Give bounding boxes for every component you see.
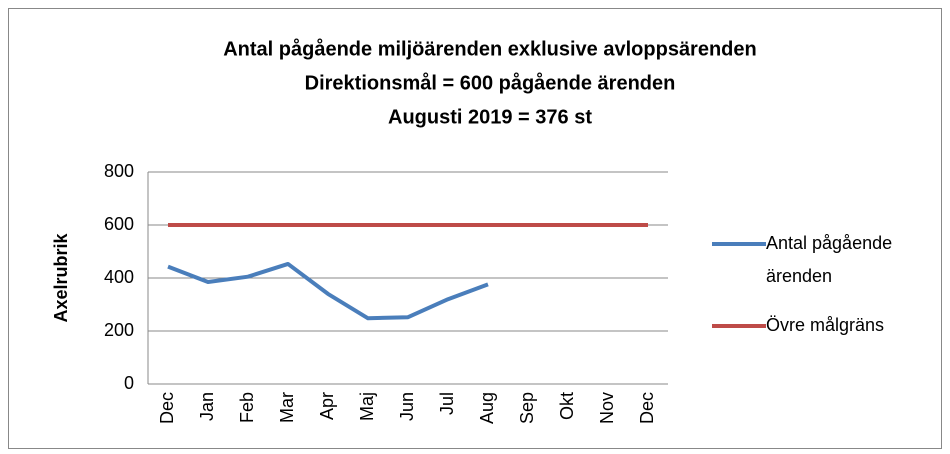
legend-label: Antal pågående ärenden [766, 233, 893, 286]
x-tick-label: Okt [557, 392, 577, 420]
y-axis-label: Axelrubrik [51, 233, 71, 323]
x-tick-label: Dec [637, 392, 657, 424]
series-line [167, 261, 489, 321]
chart-title: Antal pågående miljöärenden exklusive av… [223, 37, 757, 60]
y-tick-label: 400 [104, 267, 134, 287]
x-tick-label: Apr [317, 392, 337, 420]
annotation: Augusti 2019 = 376 st [388, 106, 592, 128]
x-tick-label: Feb [237, 392, 257, 423]
x-tick-label: Mar [277, 392, 297, 423]
x-tick-label: Jul [437, 392, 457, 415]
x-tick-label: Nov [597, 392, 617, 424]
y-tick-label: 200 [104, 320, 134, 340]
legend-label: Övre målgräns [766, 315, 885, 335]
y-tick-label: 0 [124, 373, 134, 393]
x-tick-label: Dec [157, 392, 177, 424]
y-tick-label: 600 [104, 214, 134, 234]
x-tick-label: Sep [517, 392, 537, 424]
x-tick-label: Jan [197, 392, 217, 421]
y-tick-label: 800 [104, 161, 134, 181]
x-tick-label: Aug [477, 392, 497, 424]
chart-subtitle: Direktionsmål = 600 pågående ärenden [305, 71, 676, 94]
x-tick-label: Maj [357, 392, 377, 421]
chart-border [8, 8, 942, 449]
x-tick-label: Jun [397, 392, 417, 421]
